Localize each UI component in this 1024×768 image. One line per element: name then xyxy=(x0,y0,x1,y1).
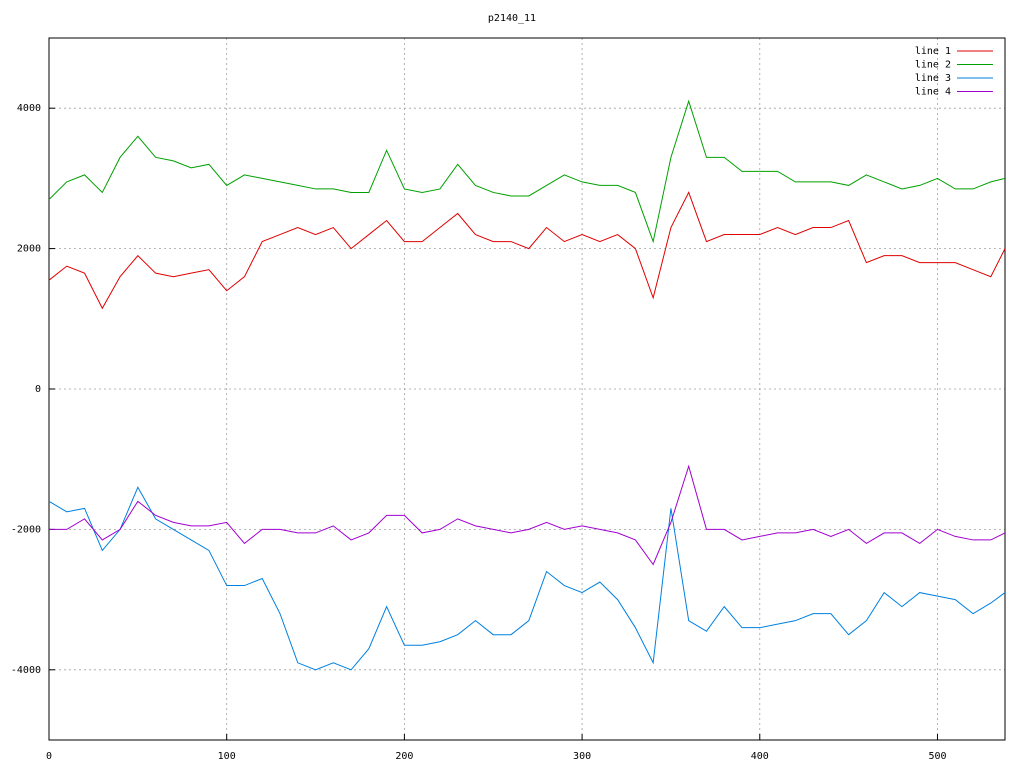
chart-title: p2140_11 xyxy=(488,13,536,24)
x-tick-label: 300 xyxy=(573,751,591,762)
series-line xyxy=(48,486,1006,671)
legend-label: line 2 xyxy=(915,60,951,71)
legend-label: line 1 xyxy=(915,46,951,57)
y-tick-label: -4000 xyxy=(11,665,41,676)
series-line xyxy=(48,191,1006,310)
y-tick-label: -2000 xyxy=(11,524,41,535)
y-tick-label: 4000 xyxy=(17,103,41,114)
series-line xyxy=(49,464,1006,566)
legend-label: line 4 xyxy=(915,87,951,98)
series-line xyxy=(48,99,1006,244)
legend-label: line 3 xyxy=(915,73,951,84)
x-tick-label: 100 xyxy=(218,751,236,762)
y-tick-label: 0 xyxy=(35,384,41,395)
x-tick-label: 500 xyxy=(928,751,946,762)
x-tick-label: 0 xyxy=(46,751,52,762)
plot-border xyxy=(48,37,1006,741)
x-tick-label: 400 xyxy=(751,751,769,762)
y-tick-label: 2000 xyxy=(17,244,41,255)
x-tick-label: 200 xyxy=(395,751,413,762)
